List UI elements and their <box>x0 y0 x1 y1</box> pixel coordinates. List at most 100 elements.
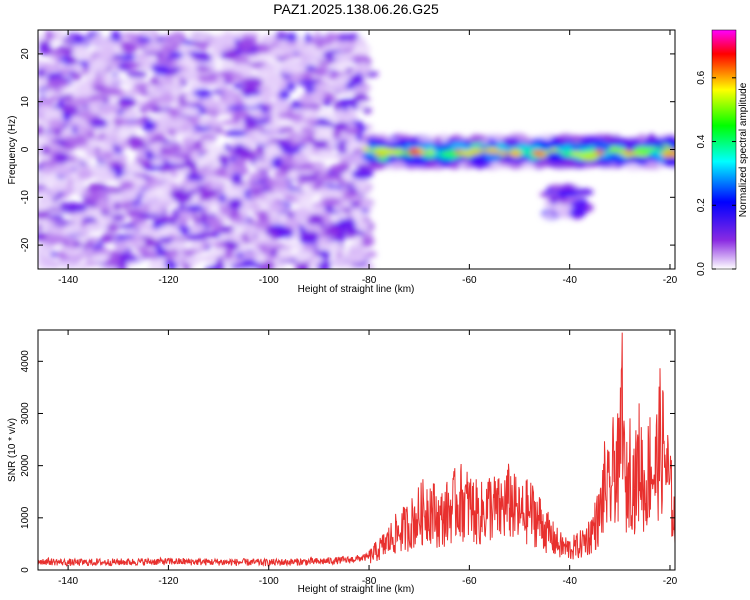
heatmap-cell <box>252 183 266 190</box>
heatmap-cell <box>316 120 334 127</box>
heatmap-cell <box>322 215 331 227</box>
heatmap-cell <box>100 137 115 146</box>
heatmap-cell <box>579 151 599 162</box>
heatmap-cell <box>317 262 331 269</box>
spectrogram-x-tick-label: -100 <box>259 275 279 286</box>
heatmap-cell <box>334 113 352 120</box>
heatmap-cell <box>566 195 577 203</box>
heatmap-cell <box>50 251 58 257</box>
heatmap-cell <box>94 171 112 183</box>
heatmap-cell <box>312 48 320 57</box>
heatmap-cell <box>125 209 145 216</box>
heatmap-cell <box>219 231 230 243</box>
heatmap-cell <box>254 254 267 264</box>
heatmap-cell <box>38 224 43 232</box>
heatmap-cell <box>273 45 283 55</box>
heatmap-cell <box>139 160 153 168</box>
heatmap-cell <box>159 53 169 61</box>
heatmap-cell <box>292 155 309 162</box>
heatmap-cell <box>38 257 45 268</box>
heatmap-cell <box>358 220 370 230</box>
snr-y-tick-label: 1000 <box>20 506 31 529</box>
heatmap-cell <box>205 238 212 245</box>
heatmap-cell <box>234 99 246 107</box>
heatmap-cell <box>241 136 256 146</box>
heatmap-cell <box>67 204 88 213</box>
heatmap-cell <box>548 138 559 144</box>
heatmap-cell <box>355 164 371 170</box>
heatmap-cell <box>509 137 519 146</box>
heatmap-cell <box>243 114 259 127</box>
heatmap-cell <box>107 193 123 201</box>
heatmap-cell <box>421 152 437 159</box>
heatmap-cell <box>68 255 84 262</box>
heatmap-cell <box>558 190 580 197</box>
heatmap-cell <box>440 133 449 143</box>
heatmap-cell <box>163 251 172 257</box>
heatmap-cell <box>180 124 192 132</box>
heatmap-cell <box>286 81 296 92</box>
spectrogram-x-tick-label: -40 <box>562 275 577 286</box>
heatmap-cell <box>137 36 152 44</box>
heatmap-cell <box>145 228 160 237</box>
snr-frame <box>37 329 676 571</box>
heatmap-cell <box>317 186 332 195</box>
heatmap-cell <box>145 51 165 56</box>
spectrogram-x-tick-label: -80 <box>362 275 377 286</box>
heatmap-cell <box>299 239 317 244</box>
heatmap-cell <box>242 209 249 222</box>
heatmap-cell <box>253 220 273 229</box>
spectrogram-y-tick-label: 0 <box>20 146 31 152</box>
heatmap-cell <box>157 93 177 105</box>
heatmap-cell <box>520 161 534 169</box>
heatmap-cell <box>214 167 228 178</box>
heatmap-cell <box>49 48 65 56</box>
heatmap-cell <box>560 160 582 169</box>
heatmap-cell <box>109 207 127 215</box>
heatmap-cell <box>274 31 288 40</box>
heatmap-cell <box>38 90 57 96</box>
heatmap-cell <box>167 145 182 153</box>
heatmap-cell <box>210 180 224 191</box>
heatmap-cell <box>240 32 260 38</box>
figure-title: PAZ1.2025.138.06.26.G25 <box>273 1 439 17</box>
heatmap-cell <box>98 40 117 49</box>
heatmap-cell <box>264 178 276 186</box>
heatmap-cell <box>197 168 218 178</box>
heatmap-cell <box>170 167 177 176</box>
heatmap-cell <box>43 33 57 39</box>
heatmap-cell <box>358 61 369 71</box>
heatmap-cell <box>62 188 70 199</box>
heatmap-cell <box>49 95 60 101</box>
heatmap-cell <box>270 157 283 169</box>
heatmap-cell <box>313 30 321 41</box>
colorbar-tick-label: 0.0 <box>696 262 707 276</box>
heatmap-cell <box>179 217 188 226</box>
heatmap-cell <box>179 226 191 235</box>
heatmap-cell <box>67 56 77 64</box>
heatmap-cell <box>62 225 83 235</box>
heatmap-cell <box>345 139 362 150</box>
snr-x-tick-label: -120 <box>158 576 178 587</box>
heatmap-cell <box>295 36 306 48</box>
heatmap-cell <box>195 256 214 261</box>
heatmap-cell <box>233 234 244 244</box>
heatmap-cell <box>83 155 93 164</box>
colorbar-tick-label: 0.4 <box>696 134 707 148</box>
heatmap-cell <box>268 142 280 153</box>
heatmap-cell <box>226 129 247 137</box>
heatmap-cell <box>354 177 370 190</box>
spectrogram-y-tick-label: -10 <box>20 190 31 205</box>
heatmap-cell <box>38 124 45 137</box>
heatmap-cell <box>38 232 48 244</box>
heatmap-cell <box>199 188 214 199</box>
heatmap-cell <box>88 70 96 81</box>
snr-panel: -140 -120 -100 -80 -60 -40 -20 0 1000 2000 3000 40… <box>7 329 678 595</box>
heatmap-cell <box>299 146 313 154</box>
heatmap-cell <box>41 144 51 156</box>
heatmap-cell <box>318 250 331 259</box>
heatmap-cell <box>243 77 263 89</box>
heatmap-cell <box>40 164 55 175</box>
heatmap-cell <box>340 43 357 50</box>
heatmap-cell <box>550 194 558 206</box>
